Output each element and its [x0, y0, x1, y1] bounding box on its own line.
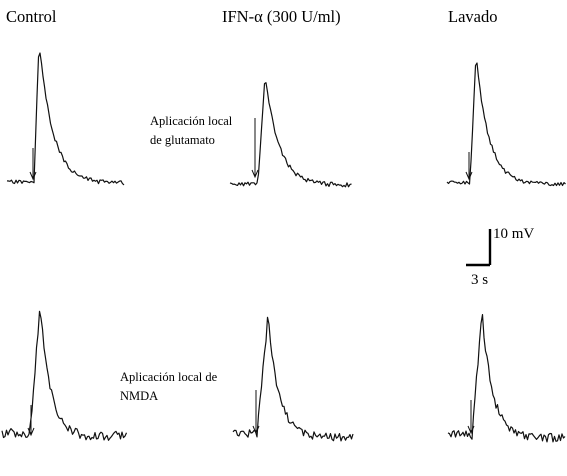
- trace-nmda-control: [1, 310, 128, 441]
- annotation-nmda-line1: Aplicación local de: [120, 370, 218, 384]
- trace-nmda-washout: [447, 314, 566, 443]
- annotation-glutamate-line1: Aplicación local: [150, 114, 233, 128]
- marker-glutamate-washout: [465, 152, 473, 181]
- annotation-glutamate: Aplicación local de glutamato: [150, 112, 232, 150]
- column-title-washout: Lavado: [448, 7, 498, 26]
- trace-nmda-ifn: [232, 316, 354, 442]
- column-title-control: Control: [6, 7, 57, 26]
- marker-glutamate-ifn: [251, 118, 259, 179]
- annotation-glutamate-line2: de glutamato: [150, 133, 215, 147]
- annotation-nmda: Aplicación local de NMDA: [120, 368, 217, 406]
- scale-bar-time-label: 3 s: [471, 272, 489, 288]
- trace-glutamate-ifn: [229, 82, 352, 188]
- trace-glutamate-washout: [446, 62, 566, 187]
- marker-glutamate-control: [29, 148, 37, 181]
- trace-glutamate-control: [6, 52, 125, 186]
- column-title-ifn: IFN-α (300 U/ml): [222, 7, 341, 26]
- annotation-nmda-line2: NMDA: [120, 389, 159, 403]
- scale-bar-voltage-label: 10 mV: [493, 226, 535, 242]
